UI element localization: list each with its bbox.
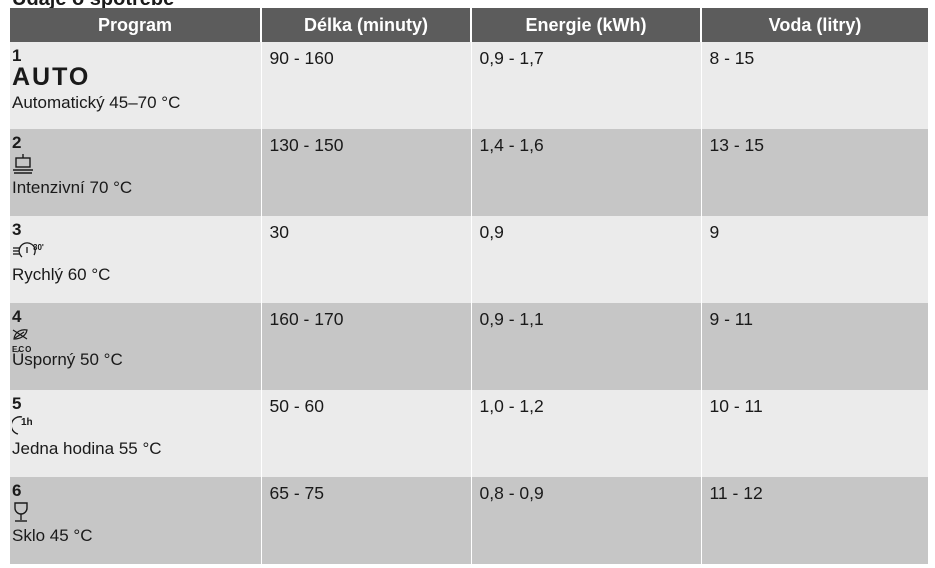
header-energy: Energie (kWh) [471,8,702,42]
duration-cell: 90 - 160 [261,42,472,129]
quick-30-label: 30' [33,243,44,252]
program-name: Rychlý 60 °C [12,265,111,284]
program-number: 3 [12,220,22,239]
program-number: 6 [12,481,22,500]
program-cell: 1 AUTO Automatický 45–70 °C [10,42,262,129]
duration-cell: 30 [261,216,472,303]
section-heading-cut: Údaje o spotřebě [12,0,174,11]
energy-cell: 0,9 - 1,1 [471,303,702,390]
water-cell: 13 - 15 [701,129,928,216]
table-row: 6 Sklo 45 °C 65 - 75 0,8 - 0,9 11 - 12 [10,477,928,564]
table-row: 2 Intenzivní 70 °C 130 - 150 1,4 - 1,6 1… [10,129,928,216]
table-row: 1 AUTO Automatický 45–70 °C 90 - 160 0,9… [10,42,928,129]
consumption-table: Program Délka (minuty) Energie (kWh) Vod… [10,8,928,564]
energy-cell: 1,4 - 1,6 [471,129,702,216]
eco-label: ECO [12,345,33,354]
program-cell: 2 Intenzivní 70 °C [10,129,262,216]
energy-cell: 0,8 - 0,9 [471,477,702,564]
program-cell: 5 1h Jedna hodina 55 °C [10,390,262,477]
table-row: 5 1h Jedna hodina 55 °C 50 - 60 1,0 - 1,… [10,390,928,477]
header-duration: Délka (minuty) [261,8,472,42]
program-cell: 6 Sklo 45 °C [10,477,262,564]
header-row: Program Délka (minuty) Energie (kWh) Vod… [10,8,928,42]
water-cell: 9 [701,216,928,303]
energy-cell: 1,0 - 1,2 [471,390,702,477]
program-name: Sklo 45 °C [12,526,93,545]
one-hour-icon: 1h [10,414,261,436]
duration-cell: 160 - 170 [261,303,472,390]
water-cell: 8 - 15 [701,42,928,129]
program-name: Úsporný 50 °C [12,350,123,369]
program-name: Intenzivní 70 °C [12,178,133,197]
water-cell: 11 - 12 [701,477,928,564]
quick-30-icon: 30' [12,240,261,262]
duration-cell: 50 - 60 [261,390,472,477]
auto-icon: AUTO [12,63,91,91]
program-name: Automatický 45–70 °C [12,93,181,112]
program-cell: 4 ECO Úsporný 50 °C [10,303,262,390]
program-number: 5 [12,394,22,413]
program-number: 2 [12,133,22,152]
intensive-pot-icon [12,153,261,175]
eco-leaf-icon: ECO [12,325,261,354]
header-program: Program [10,8,262,42]
program-number: 1 [12,46,22,65]
program-cell: 3 30' Rychlý 60 °C [10,216,262,303]
header-water: Voda (litry) [701,8,928,42]
table-row: 3 30' Rychlý 60 °C 30 [10,216,928,303]
water-cell: 10 - 11 [701,390,928,477]
one-hour-label: 1h [21,417,33,428]
program-name: Jedna hodina 55 °C [12,439,162,458]
energy-cell: 0,9 - 1,7 [471,42,702,129]
duration-cell: 130 - 150 [261,129,472,216]
energy-cell: 0,9 [471,216,702,303]
program-number: 4 [12,307,22,326]
table-row: 4 ECO Úsporný 50 °C 160 - 170 0,9 - 1,1 … [10,303,928,390]
water-cell: 9 - 11 [701,303,928,390]
duration-cell: 65 - 75 [261,477,472,564]
glass-icon [12,501,261,523]
